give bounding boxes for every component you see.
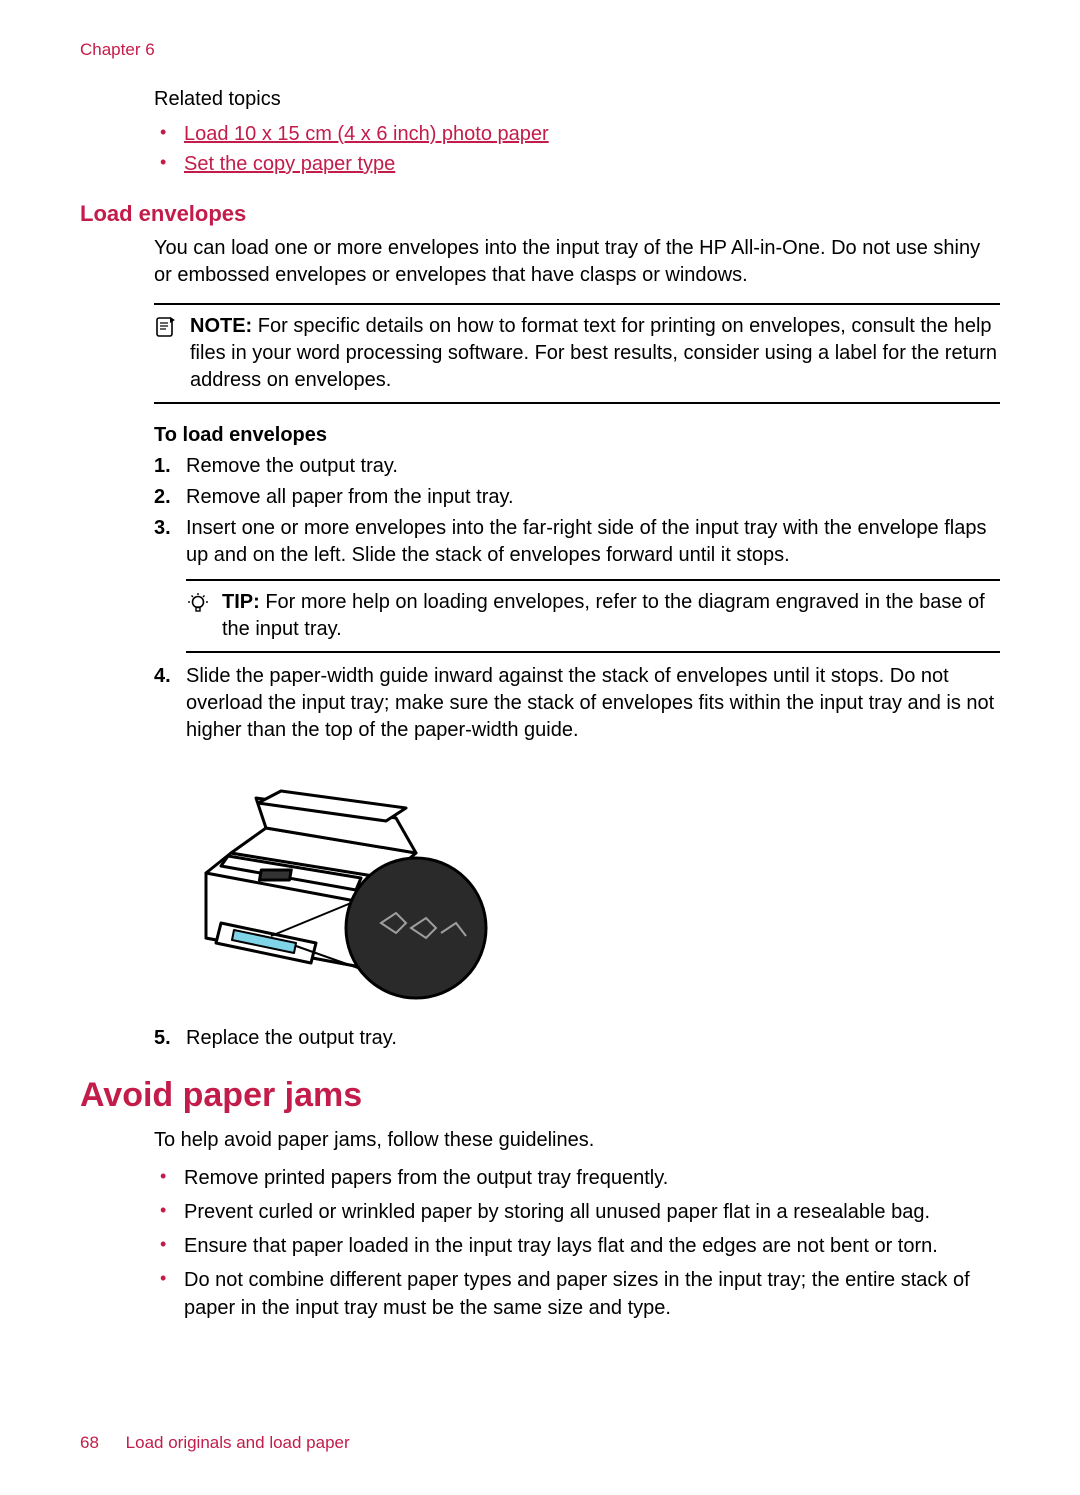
step-text: Replace the output tray. <box>186 1027 397 1049</box>
step-number: 5. <box>154 1025 171 1052</box>
step-text: Remove all paper from the input tray. <box>186 486 514 508</box>
step-item: 4. Slide the paper-width guide inward ag… <box>154 663 1000 1011</box>
list-item: Do not combine different paper types and… <box>154 1266 1000 1322</box>
step-text: Slide the paper-width guide inward again… <box>186 665 994 741</box>
printer-illustration <box>186 758 1000 1011</box>
list-item: Ensure that paper loaded in the input tr… <box>154 1232 1000 1260</box>
step-text: Remove the output tray. <box>186 455 398 477</box>
step-text: Insert one or more envelopes into the fa… <box>186 517 986 566</box>
tip-icon <box>186 589 212 643</box>
step-number: 4. <box>154 663 171 690</box>
related-topics-label: Related topics <box>154 88 1000 111</box>
step-item: 3. Insert one or more envelopes into the… <box>154 515 1000 653</box>
envelopes-intro: You can load one or more envelopes into … <box>154 235 1000 289</box>
tip-body: For more help on loading envelopes, refe… <box>222 591 985 640</box>
related-link[interactable]: Set the copy paper type <box>184 153 395 175</box>
procedure-steps: 1. Remove the output tray. 2. Remove all… <box>154 453 1000 1052</box>
chapter-header: Chapter 6 <box>80 40 1000 60</box>
note-icon <box>154 313 180 394</box>
note-callout: NOTE: For specific details on how to for… <box>154 303 1000 404</box>
note-text: NOTE: For specific details on how to for… <box>190 313 1000 394</box>
list-item: Set the copy paper type <box>154 149 1000 179</box>
step-item: 1. Remove the output tray. <box>154 453 1000 480</box>
note-label: NOTE: <box>190 315 252 337</box>
guidelines-list: Remove printed papers from the output tr… <box>154 1164 1000 1322</box>
note-body: For specific details on how to format te… <box>190 315 997 391</box>
tip-label: TIP: <box>222 591 260 613</box>
footer-text: Load originals and load paper <box>126 1433 350 1452</box>
step-number: 3. <box>154 515 171 542</box>
page-number: 68 <box>80 1433 99 1452</box>
list-item: Prevent curled or wrinkled paper by stor… <box>154 1198 1000 1226</box>
step-item: 2. Remove all paper from the input tray. <box>154 484 1000 511</box>
step-number: 2. <box>154 484 171 511</box>
tip-text: TIP: For more help on loading envelopes,… <box>222 589 1000 643</box>
related-topics-list: Load 10 x 15 cm (4 x 6 inch) photo paper… <box>154 119 1000 179</box>
list-item: Remove printed papers from the output tr… <box>154 1164 1000 1192</box>
tip-callout: TIP: For more help on loading envelopes,… <box>186 579 1000 653</box>
section-title-envelopes: Load envelopes <box>80 201 1000 227</box>
section-title-jams: Avoid paper jams <box>80 1076 1000 1115</box>
page-footer: 68 Load originals and load paper <box>80 1433 350 1453</box>
list-item: Load 10 x 15 cm (4 x 6 inch) photo paper <box>154 119 1000 149</box>
related-link[interactable]: Load 10 x 15 cm (4 x 6 inch) photo paper <box>184 123 549 145</box>
procedure-title: To load envelopes <box>154 424 1000 447</box>
jams-intro: To help avoid paper jams, follow these g… <box>154 1127 1000 1154</box>
step-number: 1. <box>154 453 171 480</box>
step-item: 5. Replace the output tray. <box>154 1025 1000 1052</box>
